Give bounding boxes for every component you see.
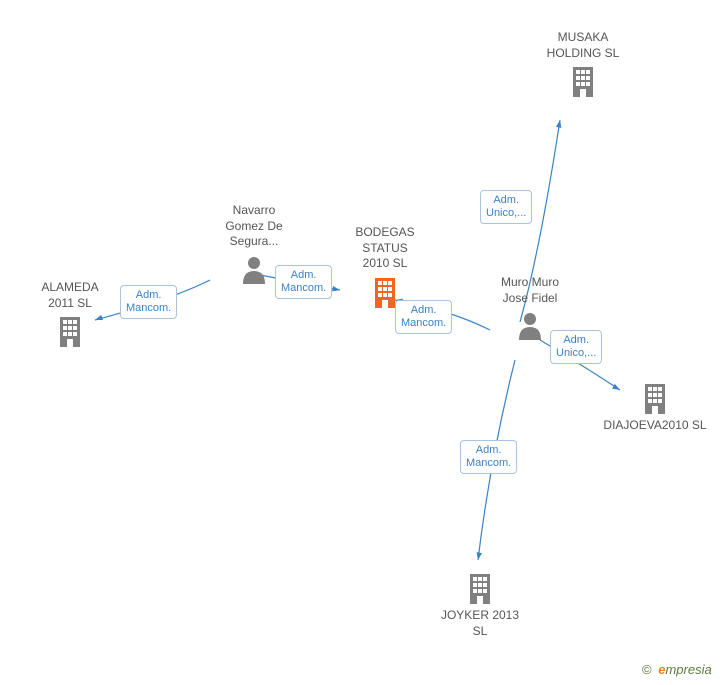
- node-joyker: JOYKER 2013 SL: [435, 568, 525, 639]
- edge-label-navarro-bodegas: Adm. Mancom.: [275, 265, 332, 299]
- node-bodegas: BODEGAS STATUS 2010 SL: [345, 225, 425, 312]
- edge-label-muro-joyker: Adm. Mancom.: [460, 440, 517, 474]
- edge-label-muro-diajoeva: Adm. Unico,...: [550, 330, 602, 364]
- building-icon: [35, 315, 105, 347]
- edge-label-navarro-alameda: Adm. Mancom.: [120, 285, 177, 319]
- node-diajoeva: DIAJOEVA2010 SL: [600, 378, 710, 434]
- node-label-musaka: MUSAKA HOLDING SL: [538, 30, 628, 61]
- watermark-text: mpresia: [665, 662, 711, 677]
- building-icon: [600, 382, 710, 414]
- node-label-navarro: Navarro Gomez De Segura...: [214, 203, 294, 250]
- building-icon: [538, 65, 628, 97]
- node-label-muro: Muro Muro Jose Fidel: [490, 275, 570, 306]
- node-label-joyker: JOYKER 2013 SL: [435, 608, 525, 639]
- watermark: © empresia: [642, 662, 712, 677]
- arrowhead-icon: [477, 552, 482, 560]
- copyright-symbol: ©: [642, 662, 652, 677]
- edges-layer: [0, 0, 728, 685]
- edge-label-muro-bodegas: Adm. Mancom.: [395, 300, 452, 334]
- arrowhead-icon: [556, 120, 561, 128]
- node-alameda: ALAMEDA 2011 SL: [35, 280, 105, 351]
- building-icon: [435, 572, 525, 604]
- node-label-diajoeva: DIAJOEVA2010 SL: [600, 418, 710, 434]
- node-label-bodegas: BODEGAS STATUS 2010 SL: [345, 225, 425, 272]
- arrowhead-icon: [332, 286, 340, 291]
- node-musaka: MUSAKA HOLDING SL: [538, 30, 628, 101]
- edge-label-muro-musaka: Adm. Unico,...: [480, 190, 532, 224]
- node-label-alameda: ALAMEDA 2011 SL: [35, 280, 105, 311]
